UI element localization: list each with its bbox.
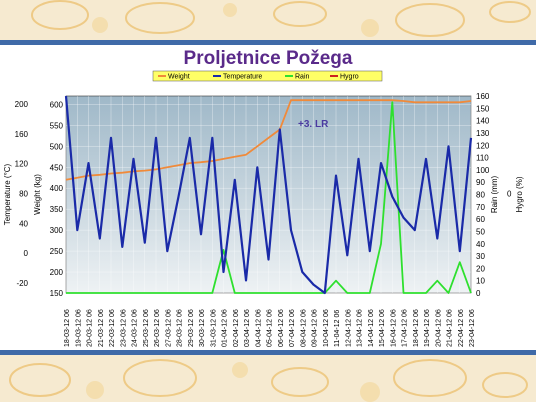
x-tick-label: 21-04-12 06	[447, 309, 454, 347]
x-tick-label: 05-04-12 06	[267, 309, 274, 347]
legend-label-rain: Rain	[295, 74, 310, 81]
x-tick-label: 06-04-12 06	[278, 309, 285, 347]
y-tick-rain: 0	[476, 289, 481, 298]
y-tick-weight: 450	[50, 163, 64, 172]
y-tick-weight: 300	[50, 226, 64, 235]
x-tick-label: 20-04-12 06	[435, 309, 442, 347]
y-tick-rain: 90	[476, 178, 485, 187]
y-tick-rain: 140	[476, 117, 490, 126]
x-tick-label: 26-03-12 06	[154, 309, 161, 347]
x-tick-label: 13-04-12 06	[357, 309, 364, 347]
y-tick-rain: 30	[476, 252, 485, 261]
y-tick-temperature: 120	[15, 160, 29, 169]
x-tick-label: 24-03-12 06	[132, 309, 139, 347]
x-tick-label: 07-04-12 06	[289, 309, 296, 347]
y-tick-weight: 600	[50, 100, 64, 109]
series-temperature	[64, 95, 473, 295]
axis-title-temperature: Temperature (°C)	[3, 163, 12, 225]
y-tick-rain: 40	[476, 240, 485, 249]
y-tick-temperature: 40	[19, 219, 28, 228]
x-tick-label: 09-04-12 06	[312, 309, 319, 347]
x-tick-label: 20-03-12 06	[87, 309, 94, 347]
x-tick-label: 19-04-12 06	[424, 309, 431, 347]
y-tick-rain: 110	[476, 154, 489, 163]
y-tick-rain: 120	[476, 141, 490, 150]
y-tick-weight: 400	[50, 184, 64, 193]
legend: Weight Temperature Rain Hygro	[158, 74, 359, 81]
x-tick-label: 11-04-12 06	[334, 310, 341, 347]
x-tick-label: 16-04-12 06	[390, 309, 397, 347]
legend-box	[152, 70, 383, 82]
y-tick-temperature: -20	[16, 279, 28, 288]
y-tick-weight: 250	[50, 247, 64, 256]
x-tick-label: 28-03-12 06	[177, 309, 184, 347]
annotation-label: +3. LR	[298, 119, 329, 130]
x-tick-label: 23-04-12 06	[469, 309, 476, 347]
x-tick-label: 15-04-12 06	[379, 309, 386, 347]
x-tick-label: 22-03-12 06	[109, 309, 116, 347]
x-tick-label: 18-03-12 06	[64, 309, 71, 347]
x-tick-label: 02-04-12 06	[233, 309, 240, 347]
axis-title-hygro: Hygro (%)	[515, 176, 524, 212]
y-tick-weight: 150	[50, 289, 64, 298]
legend-label-weight: Weight	[168, 74, 190, 81]
y-tick-rain: 160	[476, 92, 490, 101]
legend-label-hygro: Hygro	[340, 74, 359, 81]
y-tick-temperature: 200	[15, 100, 29, 109]
x-tick-label: 19-03-12 06	[75, 309, 82, 347]
y-tick-rain: 150	[476, 104, 490, 113]
x-tick-label: 31-03-12 06	[210, 309, 217, 347]
series-layer	[64, 95, 473, 295]
y-tick-temperature: 160	[15, 130, 29, 139]
y-tick-rain: 20	[476, 264, 485, 273]
axis-title-weight: Weight (kg)	[33, 174, 42, 215]
x-tick-label: 22-04-12 06	[458, 309, 465, 347]
x-tick-label: 10-04-12 06	[323, 309, 330, 347]
y-tick-rain: 50	[476, 227, 485, 236]
y-tick-temperature: 80	[19, 190, 28, 199]
x-tick-label: 12-04-12 06	[345, 309, 352, 347]
x-tick-label: 27-03-12 06	[165, 309, 172, 347]
y-tick-rain: 130	[476, 129, 490, 138]
top-band	[0, 40, 536, 45]
y-tick-weight: 500	[50, 142, 64, 151]
chart-title: Proljetnice Požega	[183, 48, 353, 69]
y-tick-rain: 70	[476, 203, 485, 212]
bottom-band	[0, 350, 536, 355]
axis-title-rain: Rain (mm)	[490, 176, 499, 214]
x-tick-label: 04-04-12 06	[255, 309, 262, 347]
y-tick-hygro: 0	[507, 190, 512, 199]
series-weight	[65, 99, 472, 181]
x-tick-label: 03-04-12 06	[244, 309, 251, 347]
y-tick-weight: 200	[50, 268, 64, 277]
y-tick-rain: 60	[476, 215, 485, 224]
y-tick-rain: 100	[476, 166, 490, 175]
chart: Weight Temperature Rain Hygro +3. LR 600550…	[3, 70, 524, 347]
x-tick-label: 29-03-12 06	[188, 309, 195, 347]
x-tick-label: 18-04-12 06	[413, 309, 420, 347]
x-tick-label: 21-03-12 06	[98, 309, 105, 347]
x-tick-label: 08-04-12 06	[300, 309, 307, 347]
x-tick-label: 25-03-12 06	[143, 309, 150, 347]
x-tick-label: 14-04-12 06	[368, 309, 375, 347]
axes: 6005505004504003503002502001502001601208…	[3, 92, 524, 347]
y-tick-weight: 550	[50, 121, 64, 130]
y-tick-temperature: 0	[24, 249, 29, 258]
x-tick-label: 01-04-12 06	[222, 309, 229, 347]
x-tick-label: 23-03-12 06	[120, 309, 127, 347]
legend-label-temperature: Temperature	[223, 74, 262, 81]
y-tick-rain: 80	[476, 191, 485, 200]
x-tick-label: 30-03-12 06	[199, 309, 206, 347]
y-tick-rain: 10	[476, 277, 485, 286]
y-tick-weight: 350	[50, 205, 64, 214]
x-tick-label: 17-04-12 06	[402, 309, 409, 347]
